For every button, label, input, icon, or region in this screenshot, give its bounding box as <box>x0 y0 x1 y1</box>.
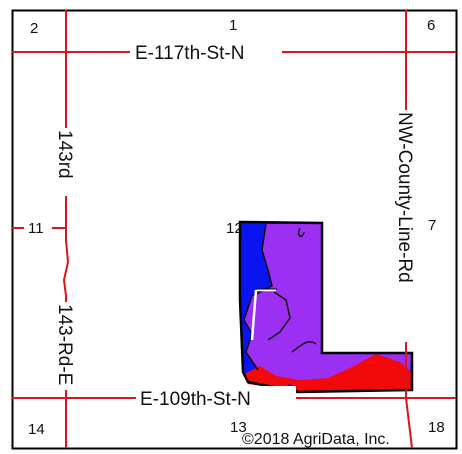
section-number-bg <box>24 219 52 237</box>
section-number: 6 <box>427 17 435 34</box>
road-label-bg <box>130 40 282 64</box>
road-label-east: NW-County-Line-Rd <box>394 112 415 283</box>
road-label-bg <box>54 128 78 196</box>
section-number: 1 <box>229 17 237 34</box>
road-label-bg <box>136 386 296 410</box>
road-label-south: E-109th-St-N <box>140 389 251 410</box>
map-frame <box>11 9 458 450</box>
section-number: 7 <box>428 217 436 234</box>
road-label-west-lower: 143-Rd-E <box>54 304 75 385</box>
section-number: 12 <box>226 220 243 237</box>
zone-red <box>244 354 412 392</box>
field-outline <box>238 220 414 394</box>
zone-purple <box>244 223 412 381</box>
field-inner-line <box>250 288 276 341</box>
section-number: 14 <box>28 421 45 438</box>
zone-boundary-line <box>243 223 317 371</box>
road-label-bg <box>54 302 78 390</box>
section-number: 11 <box>28 220 44 237</box>
field-boundary[interactable] <box>238 220 414 394</box>
section-number: 13 <box>230 419 247 436</box>
road-label-north: E-117th-St-N <box>135 43 244 64</box>
road-label-bg <box>394 110 418 342</box>
section-number: 2 <box>30 20 38 37</box>
road-label-west-upper: 143rd <box>54 130 75 179</box>
copyright-text: ©2018 AgriData, Inc. <box>242 431 390 448</box>
section-number: 18 <box>428 419 445 436</box>
